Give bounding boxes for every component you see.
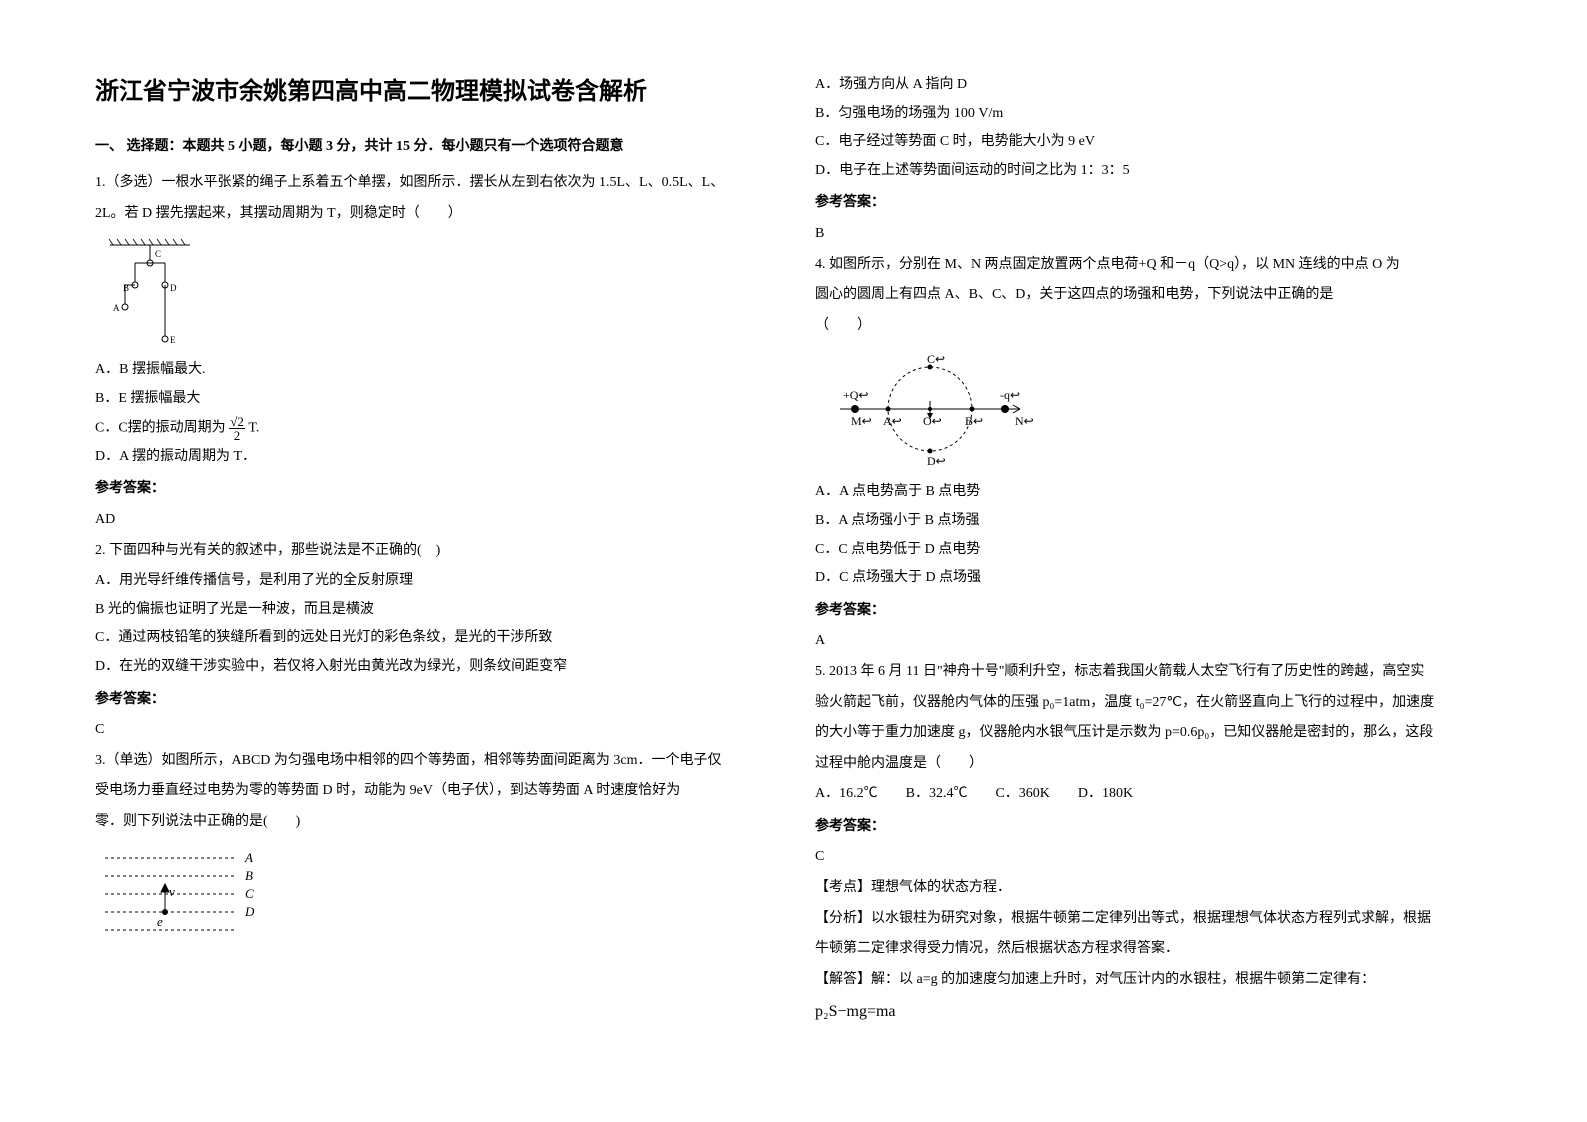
q3-answer: B — [815, 221, 1455, 248]
q3-label-e: e — [157, 914, 163, 929]
q5-fenxi-1: 【分析】以水银柱为研究对象，根据牛顿第二定律列出等式，根据理想气体状态方程列式求… — [815, 906, 1455, 933]
q5-stem-1: 5. 2013 年 6 月 11 日"神舟十号"顺利升空，标志着我国火箭载人太空… — [815, 659, 1455, 686]
left-column: 浙江省宁波市余姚第四高中高二物理模拟试卷含解析 一、 选择题：本题共 5 小题，… — [95, 70, 735, 1032]
q2-answer: C — [95, 717, 735, 744]
q3-stem-3: 零．则下列说法中正确的是( ) — [95, 809, 735, 836]
q5-fenxi-2: 牛顿第二定律求得受力情况，然后根据状态方程求得答案． — [815, 936, 1455, 963]
q1-option-c: C．C摆的振动周期为 √2 2 T. — [95, 415, 735, 442]
q5-options: A．16.2℃ B．32.4℃ C．360K D．180K — [815, 781, 1455, 808]
q2-option-c: C．通过两枝铅笔的狭缝所看到的远处日光灯的彩色条纹，是光的干涉所致 — [95, 625, 735, 652]
q1-answer: AD — [95, 507, 735, 534]
q3-option-a: A．场强方向从 A 指向 D — [815, 72, 1455, 99]
q3-label-d: D — [244, 904, 255, 919]
q5-stem-3: 的大小等于重力加速度 g，仪器舱内水银气压计是示数为 p=0.6p₀，已知仪器舱… — [815, 720, 1455, 747]
svg-text:E: E — [170, 335, 176, 345]
q4-option-c: C．C 点电势低于 D 点电势 — [815, 537, 1455, 564]
q3-label-c: C — [245, 886, 254, 901]
q2-stem: 2. 下面四种与光有关的叙述中，那些说法是不正确的( ) — [95, 538, 735, 565]
q4-answer-label: 参考答案： — [815, 598, 1455, 625]
q3-label-b: B — [245, 868, 253, 883]
q3-option-d: D．电子在上述等势面间运动的时间之比为 1：3：5 — [815, 158, 1455, 185]
q4-label-n: N↩ — [1015, 414, 1034, 428]
q3-stem-2: 受电场力垂直经过电势为零的等势面 D 时，动能为 9eV（电子伏），到达等势面 … — [95, 778, 735, 805]
q4-option-d: D．C 点场强大于 D 点场强 — [815, 565, 1455, 592]
q5-stem-2: 验火箭起飞前，仪器舱内气体的压强 p₀=1atm，温度 t₀=27℃，在火箭竖直… — [815, 690, 1455, 717]
q2-option-d: D．在光的双缝干涉实验中，若仅将入射光由黄光改为绿光，则条纹间距变窄 — [95, 654, 735, 681]
svg-text:C: C — [155, 249, 161, 259]
q3-option-b: B．匀强电场的场强为 100 V/m — [815, 101, 1455, 128]
q3-figure: A B C D v e — [95, 846, 275, 941]
q3-answer-label: 参考答案： — [815, 190, 1455, 217]
q3-label-v: v — [169, 884, 175, 899]
svg-text:A: A — [113, 303, 120, 313]
q4-label-m: M↩ — [851, 414, 872, 428]
question-3: 3.（单选）如图所示，ABCD 为匀强电场中相邻的四个等势面，相邻等势面间距离为… — [95, 748, 735, 941]
q1-figure: C B D A E — [95, 237, 195, 347]
right-column: A．场强方向从 A 指向 D B．匀强电场的场强为 100 V/m C．电子经过… — [815, 70, 1455, 1032]
q4-stem-3: （ ） — [815, 313, 1455, 340]
q1-stem-2: 2L。若 D 摆先摆起来，其摆动周期为 T，则稳定时（ ） — [95, 201, 735, 228]
q1-option-a: A．B 摆振幅最大. — [95, 357, 735, 384]
svg-text:B: B — [123, 283, 129, 293]
q4-figure: C↩ +Q↩ -q↩ M↩ A↩ O↩ B↩ N↩ D↩ — [815, 349, 1045, 469]
q5-stem-4: 过程中舱内温度是（ ） — [815, 751, 1455, 778]
document-title: 浙江省宁波市余姚第四高中高二物理模拟试卷含解析 — [95, 70, 735, 116]
q4-label-d: D↩ — [927, 454, 946, 468]
q5-answer-label: 参考答案： — [815, 814, 1455, 841]
q4-option-a: A．A 点电势高于 B 点电势 — [815, 479, 1455, 506]
q1-stem-1: 1.（多选）一根水平张紧的绳子上系着五个单摆，如图所示．摆长从左到右依次为 1.… — [95, 170, 735, 197]
q4-answer: A — [815, 628, 1455, 655]
svg-text:D: D — [170, 283, 177, 293]
question-5: 5. 2013 年 6 月 11 日"神舟十号"顺利升空，标志着我国火箭载人太空… — [815, 659, 1455, 1028]
q4-label-q1: +Q↩ — [843, 388, 869, 402]
q4-label-c: C↩ — [927, 352, 945, 366]
q1-option-d: D．A 摆的振动周期为 T． — [95, 444, 735, 471]
q4-label-q2: -q↩ — [1000, 388, 1020, 402]
section-1-heading: 一、 选择题：本题共 5 小题，每小题 3 分，共计 15 分．每小题只有一个选… — [95, 134, 735, 161]
q4-label-b: B↩ — [965, 414, 983, 428]
question-4: 4. 如图所示，分别在 M、N 两点固定放置两个点电荷+Q 和－q（Q>q），以… — [815, 252, 1455, 655]
q4-label-a: A↩ — [883, 414, 902, 428]
q1-fraction: √2 2 — [229, 415, 245, 442]
q1-answer-label: 参考答案： — [95, 476, 735, 503]
q4-stem-1: 4. 如图所示，分别在 M、N 两点固定放置两个点电荷+Q 和－q（Q>q），以… — [815, 252, 1455, 279]
q2-answer-label: 参考答案： — [95, 687, 735, 714]
q1-option-b: B．E 摆振幅最大 — [95, 386, 735, 413]
q5-kaodian: 【考点】理想气体的状态方程． — [815, 875, 1455, 902]
question-1: 1.（多选）一根水平张紧的绳子上系着五个单摆，如图所示．摆长从左到右依次为 1.… — [95, 170, 735, 533]
q3-option-c: C．电子经过等势面 C 时，电势能大小为 9 eV — [815, 129, 1455, 156]
q4-stem-2: 圆心的圆周上有四点 A、B、C、D，关于这四点的场强和电势，下列说法中正确的是 — [815, 282, 1455, 309]
q2-option-a: A．用光导纤维传播信号，是利用了光的全反射原理 — [95, 568, 735, 595]
q4-label-o: O↩ — [923, 414, 942, 428]
q5-jieda: 【解答】解：以 a=g 的加速度匀加速上升时，对气压计内的水银柱，根据牛顿第二定… — [815, 967, 1455, 994]
page: 浙江省宁波市余姚第四高中高二物理模拟试卷含解析 一、 选择题：本题共 5 小题，… — [0, 0, 1587, 1072]
q5-answer: C — [815, 844, 1455, 871]
q3-label-a: A — [244, 850, 253, 865]
q5-equation: p₂S−mg=ma — [815, 997, 1455, 1027]
q3-stem-1: 3.（单选）如图所示，ABCD 为匀强电场中相邻的四个等势面，相邻等势面间距离为… — [95, 748, 735, 775]
question-3-continued: A．场强方向从 A 指向 D B．匀强电场的场强为 100 V/m C．电子经过… — [815, 72, 1455, 248]
q4-option-b: B．A 点场强小于 B 点场强 — [815, 508, 1455, 535]
q2-option-b: B 光的偏振也证明了光是一种波，而且是横波 — [95, 597, 735, 624]
question-2: 2. 下面四种与光有关的叙述中，那些说法是不正确的( ) A．用光导纤维传播信号… — [95, 538, 735, 744]
